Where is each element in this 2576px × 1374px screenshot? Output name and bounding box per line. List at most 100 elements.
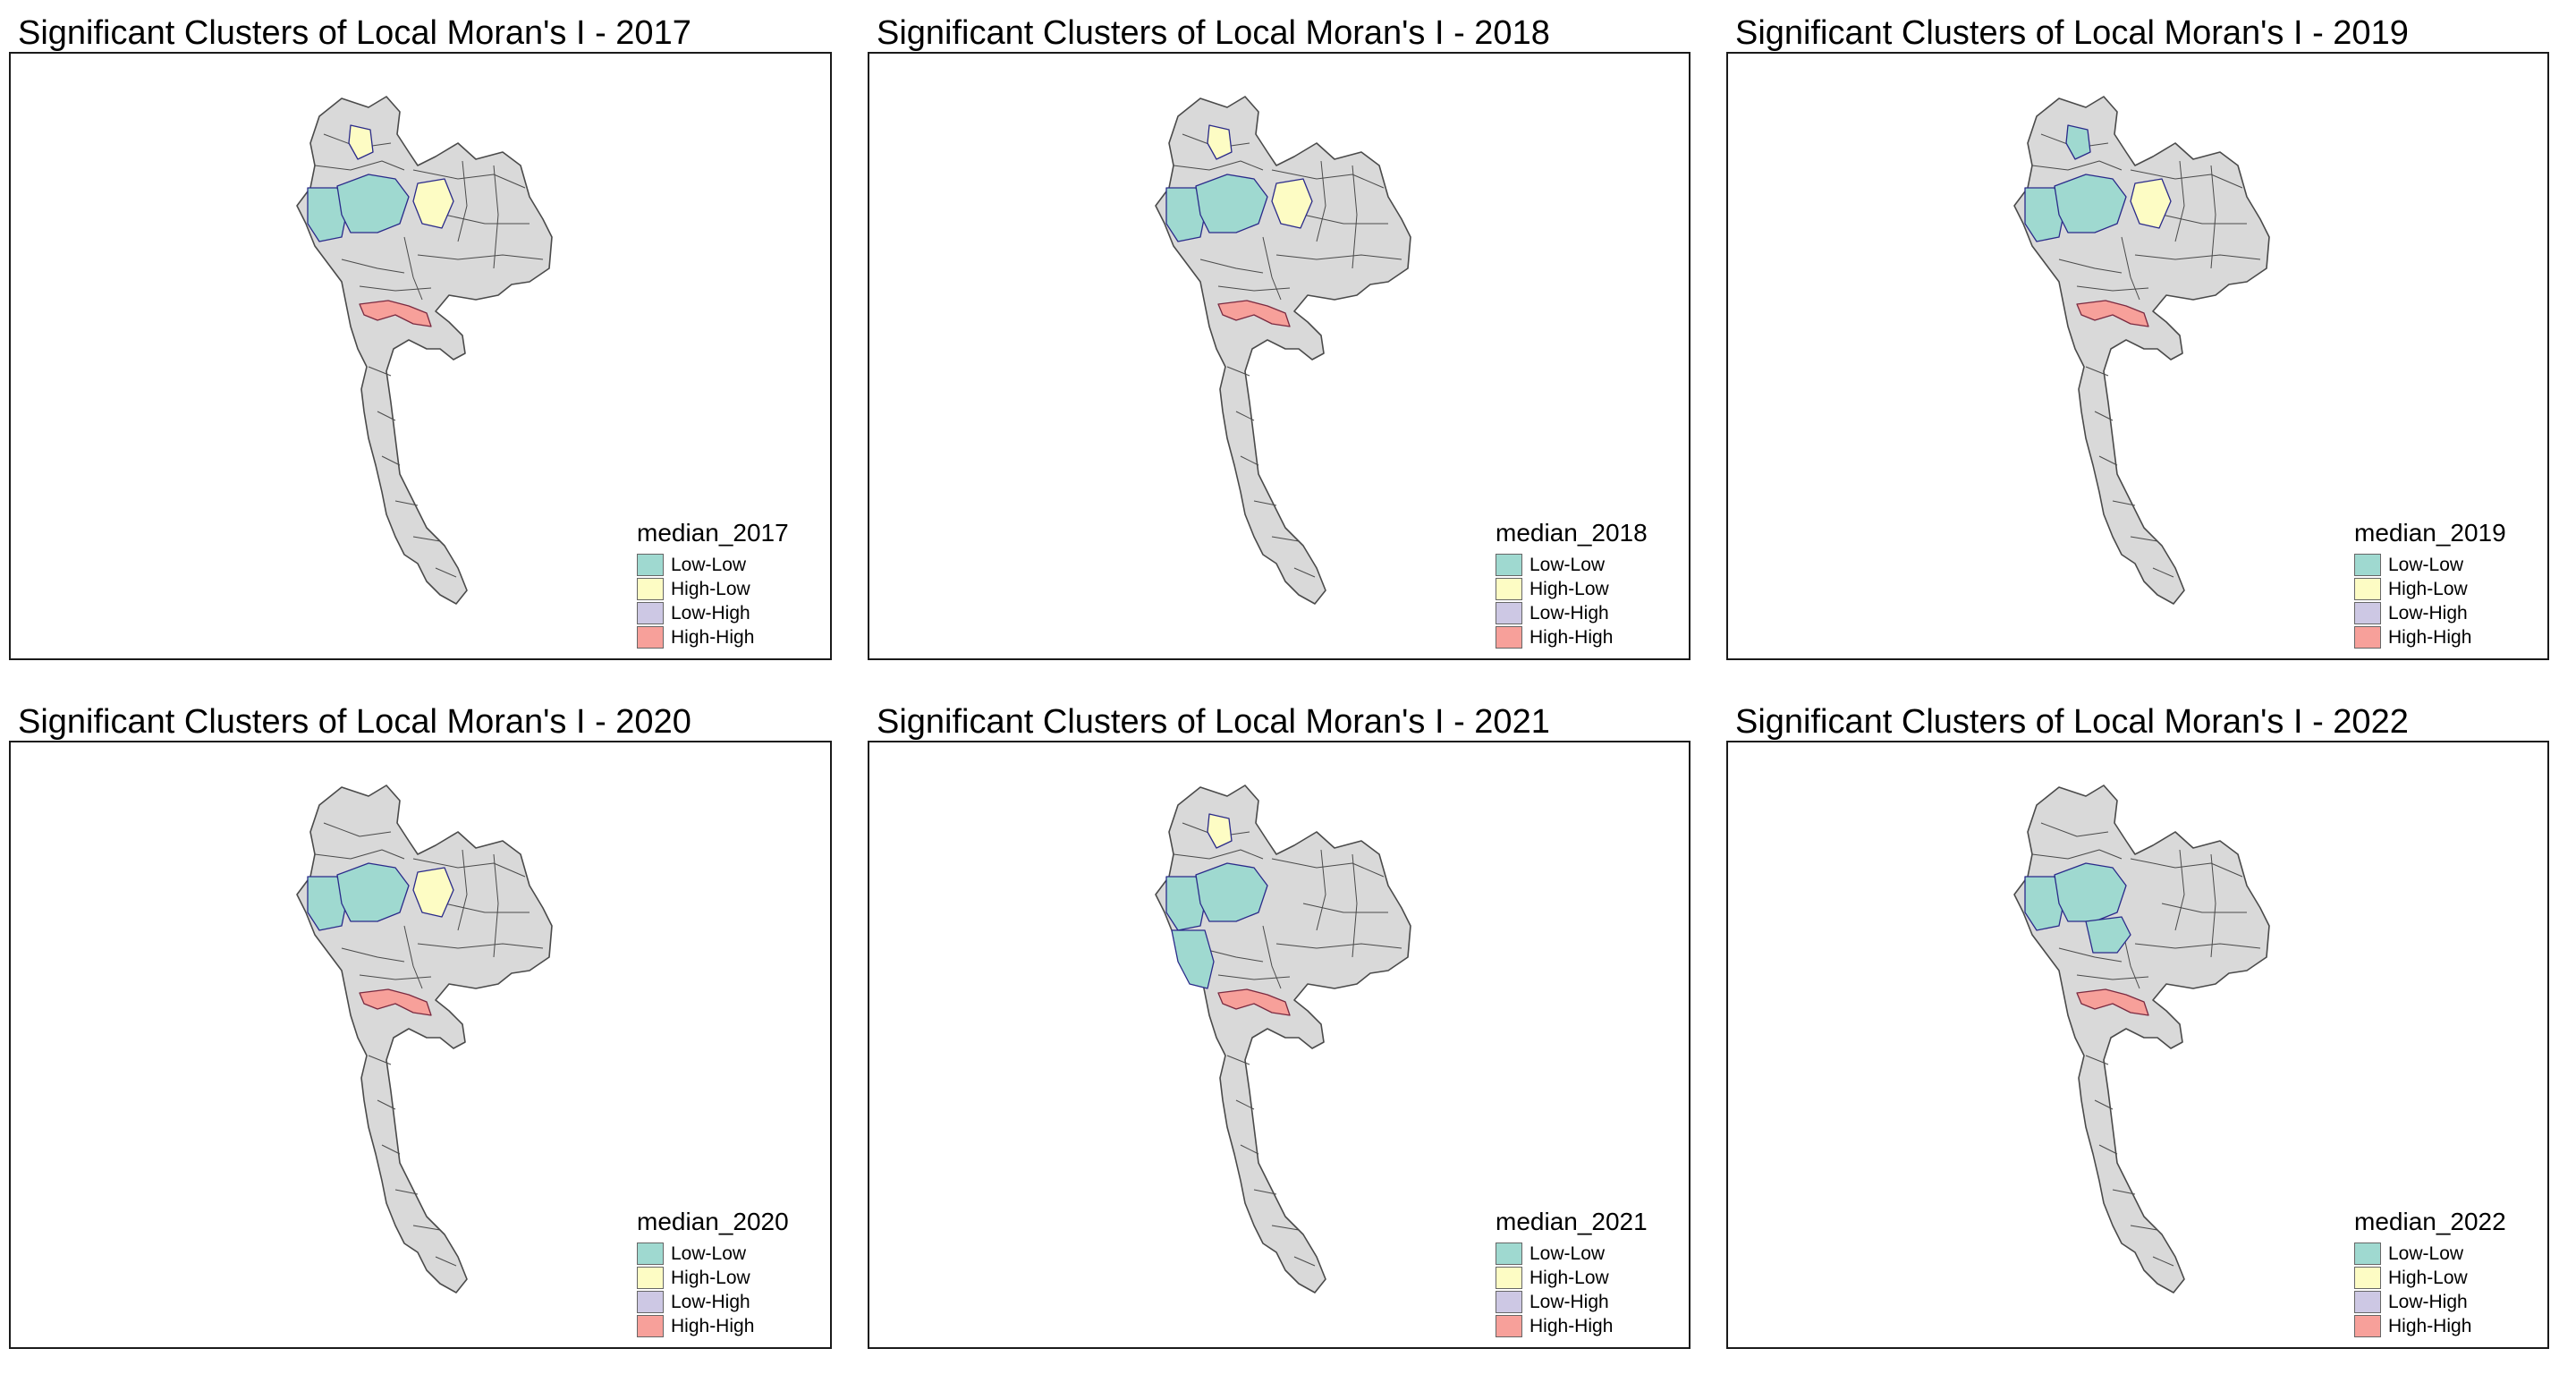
legend-item-high-high: High-High bbox=[1496, 1314, 1648, 1338]
cluster-high-high bbox=[1217, 300, 1291, 327]
map-panel-2021: Significant Clusters of Local Moran's I … bbox=[868, 689, 1699, 1369]
province-boundary bbox=[2174, 849, 2185, 931]
province-boundary bbox=[1173, 849, 1264, 860]
legend-swatch-high-low bbox=[2354, 1267, 2381, 1289]
province-boundary bbox=[2076, 974, 2149, 980]
legend-label: Low-High bbox=[671, 602, 750, 623]
legend: median_2020 Low-Low High-Low Low-High Hi… bbox=[637, 1208, 789, 1338]
country-outline bbox=[1155, 785, 1411, 1293]
cluster-high-high bbox=[2076, 300, 2149, 327]
legend-item-low-low: Low-Low bbox=[2354, 553, 2506, 577]
province-boundary bbox=[341, 259, 405, 274]
province-boundary bbox=[457, 160, 468, 242]
legend-label: Low-High bbox=[2388, 602, 2468, 623]
legend-swatch-high-high bbox=[637, 1315, 664, 1337]
province-boundary bbox=[2098, 455, 2118, 466]
cluster-low-low bbox=[1195, 862, 1268, 922]
province-boundary bbox=[1199, 259, 1264, 274]
province-boundary bbox=[417, 254, 544, 260]
legend-label: High-Low bbox=[1530, 1267, 1609, 1288]
legend-item-high-low: High-Low bbox=[637, 577, 789, 601]
legend-swatch-high-high bbox=[1496, 1315, 1522, 1337]
legend-item-low-low: Low-Low bbox=[1496, 553, 1648, 577]
province-boundary bbox=[1240, 1144, 1259, 1155]
province-boundary bbox=[2174, 160, 2185, 242]
legend-swatch-low-high bbox=[637, 1291, 664, 1313]
province-boundary bbox=[377, 411, 396, 421]
province-boundary bbox=[412, 169, 526, 189]
cluster-high-low bbox=[348, 124, 374, 160]
legend-item-high-low: High-Low bbox=[1496, 1266, 1648, 1290]
legend-label: High-Low bbox=[671, 1267, 750, 1288]
thailand-map bbox=[296, 785, 553, 1293]
province-boundary bbox=[435, 567, 457, 578]
legend-item-low-low: Low-Low bbox=[637, 553, 789, 577]
panel-title: Significant Clusters of Local Moran's I … bbox=[1735, 14, 2409, 52]
legend-swatch-low-low bbox=[637, 554, 664, 576]
province-boundary bbox=[444, 903, 530, 913]
legend-item-low-low: Low-Low bbox=[2354, 1242, 2506, 1266]
cluster-high-high bbox=[359, 988, 432, 1016]
country-outline bbox=[2013, 785, 2270, 1293]
legend-label: Low-Low bbox=[1530, 554, 1606, 575]
province-boundary bbox=[435, 1256, 457, 1267]
province-boundary bbox=[2094, 411, 2114, 421]
province-boundary bbox=[1302, 903, 1388, 913]
province-boundary bbox=[412, 536, 441, 542]
province-boundary bbox=[457, 849, 468, 931]
panel-title: Significant Clusters of Local Moran's I … bbox=[18, 14, 691, 52]
province-boundary bbox=[2161, 903, 2247, 913]
legend-swatch-high-high bbox=[2354, 626, 2381, 649]
province-boundary bbox=[1199, 947, 1264, 963]
cluster-low-low bbox=[2065, 124, 2091, 160]
province-boundary bbox=[2112, 500, 2136, 506]
legend-label: High-High bbox=[1530, 626, 1614, 648]
province-boundary bbox=[403, 925, 423, 989]
cluster-low-low bbox=[2054, 862, 2127, 922]
province-boundary bbox=[394, 500, 419, 506]
legend-label: High-High bbox=[671, 1315, 755, 1336]
map-frame: median_2020 Low-Low High-Low Low-High Hi… bbox=[9, 741, 832, 1349]
country-outline bbox=[2013, 96, 2270, 605]
legend-label: High-Low bbox=[1530, 578, 1609, 599]
province-boundary bbox=[323, 822, 392, 837]
province-boundary bbox=[377, 1099, 396, 1110]
legend-swatch-high-high bbox=[1496, 626, 1522, 649]
legend-item-high-low: High-Low bbox=[2354, 577, 2506, 601]
legend-label: High-High bbox=[2388, 626, 2472, 648]
province-boundary bbox=[2210, 853, 2216, 958]
legend-swatch-low-low bbox=[1496, 1243, 1522, 1265]
legend-swatch-high-low bbox=[1496, 1267, 1522, 1289]
map-panel-2022: Significant Clusters of Local Moran's I … bbox=[1726, 689, 2558, 1369]
map-frame: median_2017 Low-Low High-Low Low-High Hi… bbox=[9, 52, 832, 660]
legend-swatch-high-high bbox=[2354, 1315, 2381, 1337]
legend-item-high-low: High-Low bbox=[1496, 577, 1648, 601]
legend-item-high-high: High-High bbox=[2354, 625, 2506, 649]
legend-swatch-low-high bbox=[2354, 1291, 2381, 1313]
legend-item-high-high: High-High bbox=[2354, 1314, 2506, 1338]
panel-title: Significant Clusters of Local Moran's I … bbox=[1735, 703, 2409, 741]
province-boundary bbox=[2152, 1256, 2174, 1267]
province-boundary bbox=[1226, 366, 1250, 377]
province-boundary bbox=[2161, 214, 2247, 225]
province-boundary bbox=[2031, 160, 2123, 171]
legend-item-low-high: Low-High bbox=[637, 601, 789, 625]
province-boundary bbox=[412, 1225, 441, 1231]
province-boundary bbox=[1316, 160, 1326, 242]
province-boundary bbox=[381, 455, 401, 466]
province-boundary bbox=[1262, 925, 1282, 989]
province-boundary bbox=[1271, 858, 1385, 878]
legend-item-high-high: High-High bbox=[637, 1314, 789, 1338]
province-boundary bbox=[2130, 169, 2243, 189]
province-boundary bbox=[403, 236, 423, 301]
province-boundary bbox=[1240, 455, 1259, 466]
legend-label: Low-High bbox=[1530, 1291, 1609, 1312]
legend-label: Low-High bbox=[2388, 1291, 2468, 1312]
province-boundary bbox=[314, 160, 405, 171]
legend-swatch-low-high bbox=[1496, 602, 1522, 624]
legend-item-high-low: High-Low bbox=[2354, 1266, 2506, 1290]
province-boundary bbox=[2210, 165, 2216, 269]
cluster-low-low bbox=[336, 862, 410, 922]
province-boundary bbox=[2112, 1189, 2136, 1195]
legend-swatch-low-low bbox=[637, 1243, 664, 1265]
